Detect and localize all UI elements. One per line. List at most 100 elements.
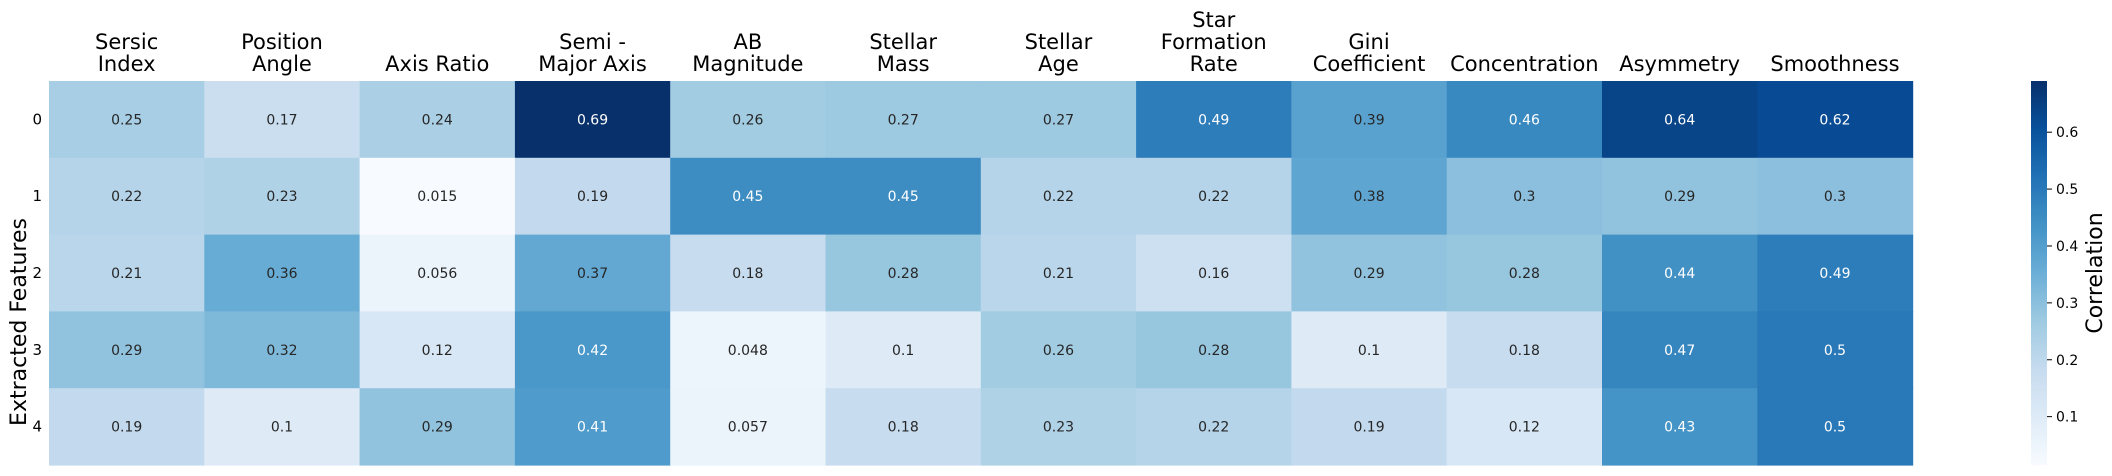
cell-value-label: 0.22 <box>1198 189 1229 205</box>
column-label: Stellar Age <box>1025 30 1093 76</box>
column-label: Position Angle <box>241 30 323 76</box>
heatmap-cell <box>1291 388 1448 466</box>
heatmap-cell <box>670 388 827 466</box>
column-label-line: Age <box>1038 52 1079 76</box>
cell-value-label: 0.28 <box>888 266 919 282</box>
cell-value-label: 0.29 <box>422 420 453 436</box>
heatmap-cell <box>1291 234 1448 312</box>
cell-value-label: 0.49 <box>1198 112 1229 128</box>
column-label-line: Coefficient <box>1313 52 1426 76</box>
heatmap-cell <box>980 388 1137 466</box>
column-label-line: Index <box>98 52 156 76</box>
column-label-line: Semi - <box>559 30 626 54</box>
heatmap-cell <box>825 388 982 466</box>
cell-value-label: 0.28 <box>1509 266 1540 282</box>
cell-value-label: 0.18 <box>1509 343 1540 359</box>
cell-value-label: 0.45 <box>732 189 763 205</box>
column-label-line: Rate <box>1190 52 1238 76</box>
heatmap-cell <box>514 311 671 389</box>
heatmap-cell <box>49 388 205 466</box>
cell-value-label: 0.1 <box>892 343 914 359</box>
cell-value-label: 0.43 <box>1664 420 1695 436</box>
column-label-line: Axis Ratio <box>385 52 489 76</box>
heatmap-cell <box>1757 234 1914 312</box>
cell-value-label: 0.29 <box>111 343 142 359</box>
heatmap-cell <box>825 157 982 236</box>
row-label: 1 <box>32 187 42 205</box>
colorbar: 0.1 0.2 0.3 0.4 0.5 0.6 Correlation <box>2031 81 2108 465</box>
cell-value-label: 0.29 <box>1353 266 1384 282</box>
heatmap-cell <box>514 81 671 159</box>
heatmap-cell <box>204 388 361 466</box>
heatmap-cell <box>1446 157 1603 236</box>
cell-value-label: 0.42 <box>577 343 608 359</box>
cell-value-label: 0.27 <box>888 112 919 128</box>
cell-value-label: 0.47 <box>1664 343 1695 359</box>
heatmap-cell <box>825 81 982 159</box>
heatmap-cell <box>980 157 1137 236</box>
heatmap-cell <box>1136 388 1292 466</box>
column-label: Concentration <box>1450 52 1599 76</box>
column-label-line: Formation <box>1161 30 1267 54</box>
cell-value-label: 0.22 <box>1198 420 1229 436</box>
heatmap-cell <box>514 157 671 236</box>
column-label-line: Magnitude <box>692 52 803 76</box>
colorbar-tick-label: 0.5 <box>2056 182 2078 198</box>
cell-value-label: 0.32 <box>266 343 297 359</box>
column-label-line: Angle <box>252 52 312 76</box>
cell-value-label: 0.19 <box>111 420 142 436</box>
cell-value-label: 0.44 <box>1664 266 1695 282</box>
row-label: 0 <box>32 110 42 128</box>
heatmap-cell <box>1446 388 1603 466</box>
heatmap-cell <box>1757 311 1914 389</box>
cell-value-label: 0.19 <box>1353 420 1384 436</box>
heatmap-cell <box>49 234 205 312</box>
colorbar-tick-label: 0.1 <box>2056 410 2078 426</box>
cell-value-label: 0.12 <box>422 343 453 359</box>
cell-value-label: 0.24 <box>422 112 453 128</box>
cell-value-label: 0.41 <box>577 420 608 436</box>
heatmap-cell <box>1602 234 1758 312</box>
heatmap-cell <box>1291 157 1448 236</box>
colorbar-tick-label: 0.4 <box>2056 239 2078 255</box>
cell-value-label: 0.28 <box>1198 343 1229 359</box>
cell-value-label: 0.26 <box>1043 343 1074 359</box>
heatmap-cell <box>514 234 671 312</box>
cell-value-label: 0.27 <box>1043 112 1074 128</box>
column-label: Smoothness <box>1770 52 1899 76</box>
heatmap-cell <box>1136 157 1292 236</box>
cell-value-label: 0.22 <box>111 189 142 205</box>
column-label-line: AB <box>733 30 762 54</box>
heatmap-cells: 0.25 0.17 0.24 0.69 0.26 0.27 0.27 0.49 0.39 0.46… <box>49 81 1914 466</box>
cell-value-label: 0.18 <box>732 266 763 282</box>
heatmap-cell <box>1291 311 1448 389</box>
cell-value-label: 0.015 <box>417 189 457 205</box>
cell-value-label: 0.62 <box>1819 112 1850 128</box>
colorbar-tick-label: 0.3 <box>2056 296 2078 312</box>
heatmap-cell <box>1602 157 1758 236</box>
column-label-line: Asymmetry <box>1619 52 1740 76</box>
heatmap-cell <box>204 81 361 159</box>
colorbar-tick-label: 0.6 <box>2056 125 2078 141</box>
cell-value-label: 0.38 <box>1353 189 1384 205</box>
heatmap-cell <box>825 234 982 312</box>
column-label: Stellar Mass <box>869 30 937 76</box>
cell-value-label: 0.19 <box>577 189 608 205</box>
heatmap-cell <box>1757 388 1914 466</box>
heatmap-cell <box>359 81 516 159</box>
heatmap-cell <box>980 81 1137 159</box>
column-label: Semi -Major Axis <box>538 30 647 76</box>
cell-value-label: 0.3 <box>1824 189 1846 205</box>
heatmap-cell <box>980 311 1137 389</box>
cell-value-label: 0.1 <box>271 420 293 436</box>
heatmap-cell <box>359 388 516 466</box>
column-label: Sersic Index <box>95 30 158 76</box>
heatmap-cell <box>204 234 361 312</box>
cell-value-label: 0.22 <box>1043 189 1074 205</box>
column-label: Gini Coefficient <box>1313 30 1426 76</box>
colorbar-title: Correlation <box>2083 212 2108 333</box>
cell-value-label: 0.21 <box>1043 266 1074 282</box>
column-label-line: Stellar <box>1025 30 1093 54</box>
heatmap-cell <box>670 157 827 236</box>
